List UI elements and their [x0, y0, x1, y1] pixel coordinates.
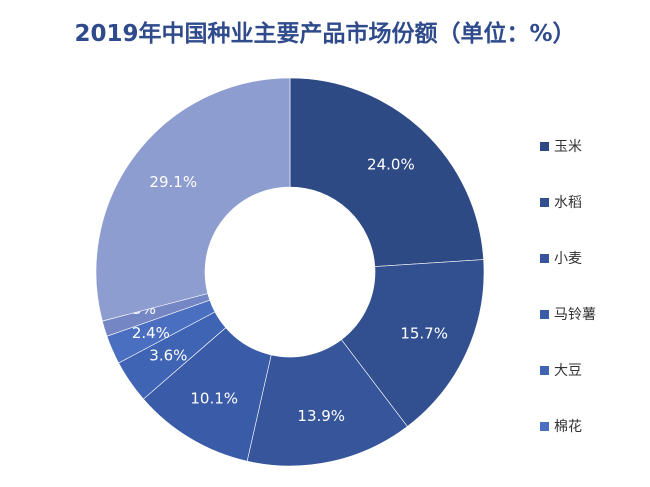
- legend-label: 棉花: [554, 419, 582, 435]
- data-label: 10.1%: [190, 390, 238, 408]
- legend-swatch: [540, 253, 549, 263]
- legend-swatch: [540, 421, 549, 431]
- data-label: 3.6%: [149, 346, 187, 364]
- legend-swatch: [540, 141, 549, 151]
- legend-label: 马铃薯: [554, 307, 596, 323]
- chart-title: 2019年中国种业主要产品市场份额（单位：%）: [74, 21, 576, 47]
- slice-3: [246, 339, 408, 467]
- legend-label: 大豆: [554, 363, 582, 379]
- legend-swatch: [540, 197, 549, 207]
- legend-item: 大豆: [540, 342, 596, 398]
- legend-item: 水稻: [540, 174, 596, 230]
- data-label: 13.9%: [297, 407, 345, 425]
- legend-item: 棉花: [540, 398, 596, 454]
- data-label: 2.4%: [132, 324, 170, 342]
- legend-swatch: [540, 309, 549, 319]
- slice-8: [95, 77, 291, 322]
- legend-swatch: [540, 365, 549, 375]
- data-label: 15.7%: [400, 324, 448, 342]
- legend-label: 玉米: [554, 139, 582, 155]
- legend-item: 小麦: [540, 230, 596, 286]
- legend-label: 小麦: [554, 251, 582, 267]
- slice-1: [289, 77, 484, 267]
- legend-label: 水稻: [554, 195, 582, 211]
- legend: 玉米水稻小麦马铃薯大豆棉花: [540, 118, 596, 454]
- data-label: 24.0%: [367, 155, 415, 173]
- slice-2: [340, 259, 485, 427]
- legend-item: 马铃薯: [540, 286, 596, 342]
- legend-item: 玉米: [540, 118, 596, 174]
- data-label: 29.1%: [149, 173, 197, 191]
